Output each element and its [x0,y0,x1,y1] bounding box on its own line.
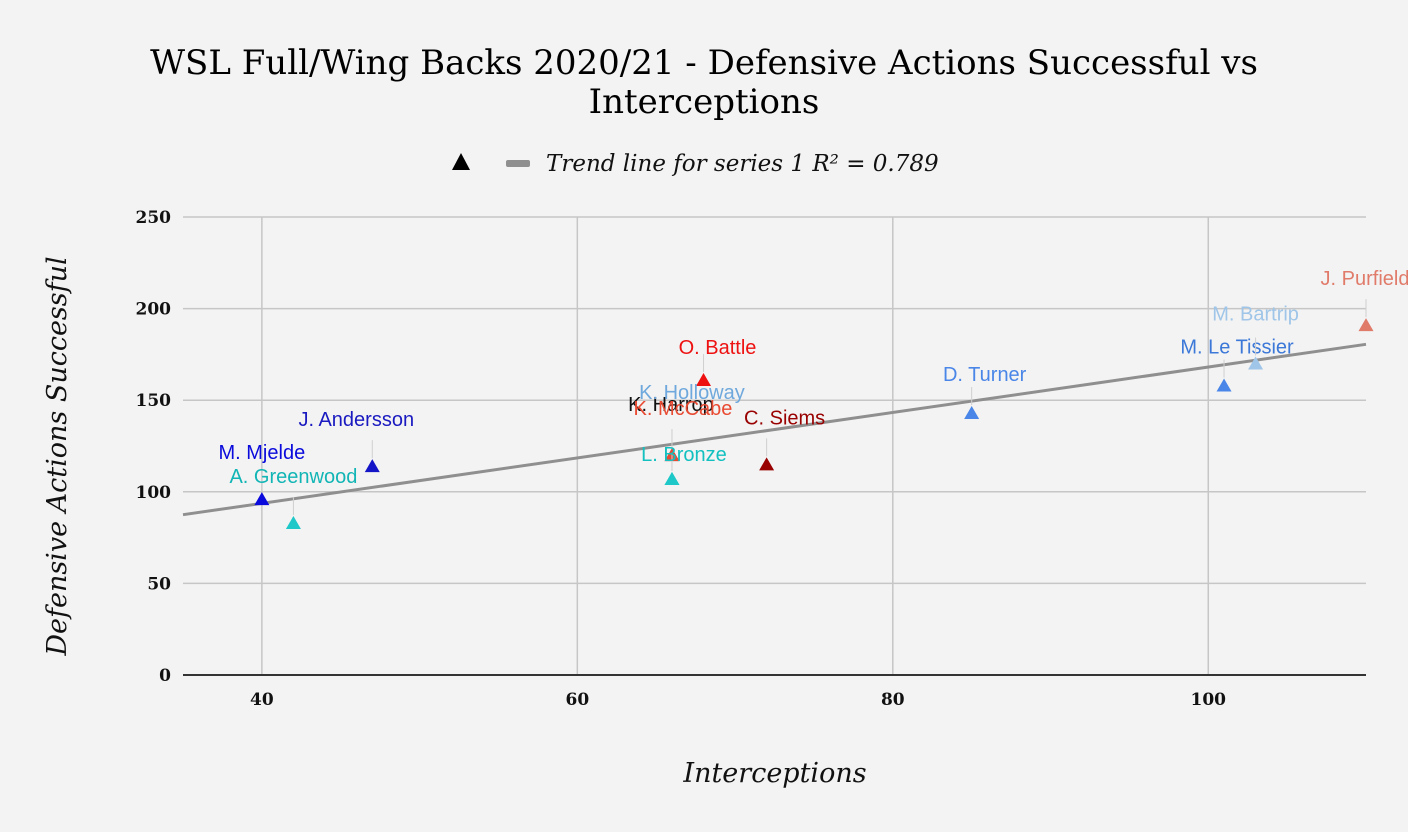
chart-title-line-2: Interceptions [589,82,820,122]
x-tick-label: 100 [1191,690,1227,710]
data-point-label: O. Battle [679,337,757,359]
data-point-label: C. Siems [744,407,825,429]
data-point-marker [285,515,301,529]
legend-trendline-label: Trend line for series 1 R² = 0.789 [546,151,939,177]
y-tick-label: 100 [136,483,172,503]
data-point-marker [964,406,980,420]
data-point-label: M. Mjelde [219,442,306,464]
data-point-marker [364,459,380,473]
data-point-label: K. Harrop [628,394,714,416]
data-point-label: J. Andersson [298,409,414,431]
data-point-label: D. Turner [943,364,1027,386]
x-axis-title: Interceptions [682,758,866,789]
data-point-marker [1358,318,1374,332]
x-tick-label: 40 [250,690,274,710]
chart-title: WSL Full/Wing Backs 2020/21 - Defensive … [150,43,1258,122]
y-tick-label: 250 [136,208,172,228]
legend-series-marker [452,153,470,170]
data-point-marker [1248,356,1264,370]
data-point-marker [664,471,680,485]
gridlines [183,216,1366,675]
trendline [182,342,1367,517]
chart-title-line-1: WSL Full/Wing Backs 2020/21 - Defensive … [150,43,1258,83]
y-tick-label: 150 [136,391,172,411]
y-tick-label: 200 [136,300,172,320]
legend: Trend line for series 1 R² = 0.789 [452,151,939,177]
data-point-label: L. Bronze [641,444,727,466]
axes: 0 50 100 150 200 250 40 60 80 100 [136,208,1366,710]
data-point-label: J. Purfield [1321,268,1408,290]
data-point-marker [254,492,270,506]
x-tick-label: 60 [565,690,589,710]
data-point-label: M. Bartrip [1212,304,1299,326]
y-tick-label: 50 [147,574,171,594]
legend-trendline-swatch [506,160,530,167]
data-point-marker [1216,378,1232,392]
data-point-marker [696,373,712,387]
data-point-marker [759,457,775,471]
x-tick-label: 80 [881,690,905,710]
y-axis-title: Defensive Actions Successful [42,256,73,656]
data-point-label: M. Le Tissier [1180,337,1294,359]
y-tick-label: 0 [159,666,171,686]
data-point-label: A. Greenwood [229,466,357,488]
trendline-path [182,342,1367,517]
data-point-label: K. McCabe [634,398,733,420]
data-point-label: K. Holloway [639,382,745,404]
